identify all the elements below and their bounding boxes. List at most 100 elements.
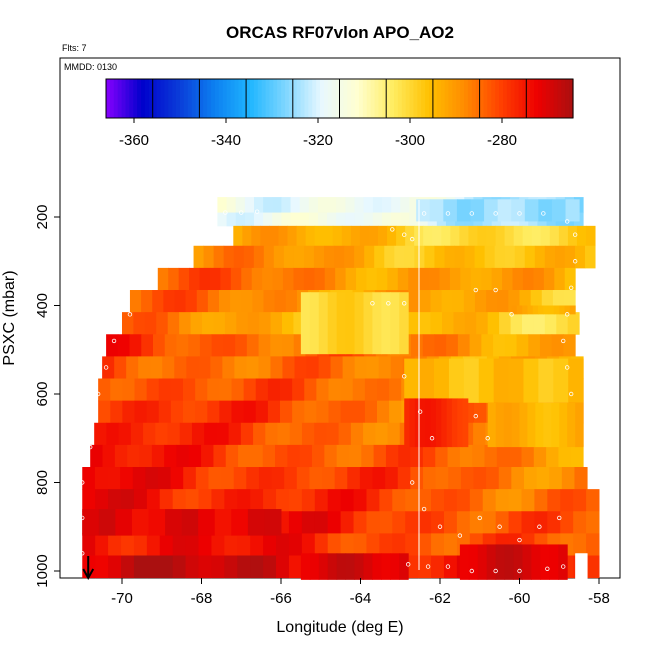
colorbar-swatch — [351, 79, 356, 118]
flight-track-point — [517, 537, 522, 543]
heatmap-cell — [353, 533, 367, 557]
heatmap-cell — [237, 489, 251, 512]
heatmap-cell — [309, 467, 323, 490]
heatmap-cell — [547, 489, 561, 512]
heatmap-cell — [211, 533, 225, 557]
heatmap-cell — [130, 422, 144, 446]
heatmap-cell — [586, 553, 588, 580]
heatmap-cell — [573, 489, 587, 512]
heatmap-cell — [516, 334, 529, 357]
heatmap-cell — [185, 290, 198, 313]
flight-track-point — [402, 232, 407, 237]
heatmap-cell — [408, 267, 420, 291]
heatmap-cell — [281, 334, 295, 357]
heatmap-cell — [273, 245, 285, 269]
heatmap-cell — [377, 225, 388, 247]
heatmap-cell — [314, 511, 329, 534]
heatmap-cell — [560, 489, 574, 512]
heatmap-cell — [312, 444, 325, 468]
heatmap-cell — [540, 544, 550, 580]
colorbar-swatch — [117, 79, 123, 118]
heatmap-cell — [156, 312, 169, 335]
heatmap-cell — [419, 312, 432, 335]
heatmap-cell — [463, 290, 476, 313]
heatmap-cell — [354, 356, 368, 380]
heatmap-cell — [539, 334, 553, 357]
heatmap-cell — [385, 444, 399, 468]
heatmap-cell — [431, 533, 445, 557]
colorbar-swatch — [522, 79, 527, 118]
colorbar-swatch — [526, 79, 531, 118]
heatmap-cell — [82, 533, 96, 557]
heatmap-cell — [211, 334, 224, 357]
heatmap-cell — [301, 489, 316, 512]
heatmap-cell — [422, 444, 436, 468]
heatmap-cell — [511, 402, 520, 448]
heatmap-cell — [247, 312, 260, 335]
x-tick-label: -58 — [588, 590, 610, 607]
heatmap-cell — [551, 402, 560, 448]
heatmap-cell — [231, 400, 245, 424]
heatmap-cell — [231, 509, 249, 536]
heatmap-cell — [309, 292, 320, 355]
heatmap-cell — [469, 334, 482, 357]
heatmap-cell — [348, 444, 362, 468]
heatmap-cell — [405, 511, 419, 534]
flight-track-point — [421, 211, 427, 216]
colorbar-swatch — [436, 79, 442, 118]
colorbar-swatch — [129, 79, 134, 118]
heatmap-cell — [546, 444, 559, 468]
heatmap-cell — [336, 212, 346, 227]
heatmap-cell — [82, 467, 96, 490]
heatmap-cell — [554, 267, 566, 291]
mmdd-label: MMDD: 0130 — [64, 62, 117, 72]
heatmap-cell — [341, 225, 352, 247]
heatmap-cell — [185, 533, 200, 557]
colorbar-swatch — [281, 79, 286, 118]
heatmap-cell — [353, 511, 367, 534]
heatmap-cell — [354, 197, 365, 214]
heatmap-cell — [580, 553, 582, 580]
heatmap-cell — [424, 245, 435, 269]
heatmap-cell — [179, 312, 192, 335]
heatmap-cell — [392, 489, 406, 512]
heatmap-cell — [262, 444, 276, 468]
flight-track-point — [457, 533, 463, 538]
heatmap-cell — [530, 290, 543, 313]
heatmap-cell — [250, 444, 264, 468]
heatmap-cell — [548, 305, 555, 315]
heatmap-cell — [228, 422, 242, 446]
flight-track-point — [409, 236, 415, 242]
heatmap-cell — [536, 467, 550, 490]
heatmap-cell — [473, 467, 487, 490]
heatmap-cell — [133, 533, 148, 557]
heatmap-cell — [493, 334, 506, 357]
heatmap-cell — [188, 444, 202, 468]
heatmap-cell — [477, 225, 488, 247]
heatmap-cell — [521, 444, 535, 468]
heatmap-cell — [340, 533, 355, 557]
heatmap-cell — [271, 467, 285, 490]
colorbar-swatch — [483, 79, 488, 118]
heatmap-cell — [188, 334, 201, 357]
colorbar-tick-label: -360 — [119, 132, 149, 149]
colorbar-swatch — [253, 79, 259, 118]
flight-track-point — [469, 568, 474, 574]
heatmap-cell — [213, 312, 226, 335]
heatmap-cell — [342, 356, 356, 380]
heatmap-cell — [170, 467, 184, 490]
x-axis: -70 -68 -66 -64 -62 -60 -58 — [111, 578, 610, 607]
heatmap-cell — [263, 290, 276, 313]
heatmap-cell — [314, 489, 329, 512]
heatmap-cell — [436, 398, 442, 448]
heatmap-cell — [486, 544, 497, 580]
colorbar-swatch — [323, 79, 329, 118]
heatmap-cell — [198, 489, 212, 512]
heatmap-cell — [522, 305, 528, 315]
heatmap-cell — [242, 225, 252, 247]
heatmap-cell — [313, 245, 325, 269]
heatmap-cell — [299, 197, 310, 214]
heatmap-cell — [287, 444, 301, 468]
flight-track-point — [537, 524, 542, 529]
heatmap-cell — [564, 290, 576, 313]
